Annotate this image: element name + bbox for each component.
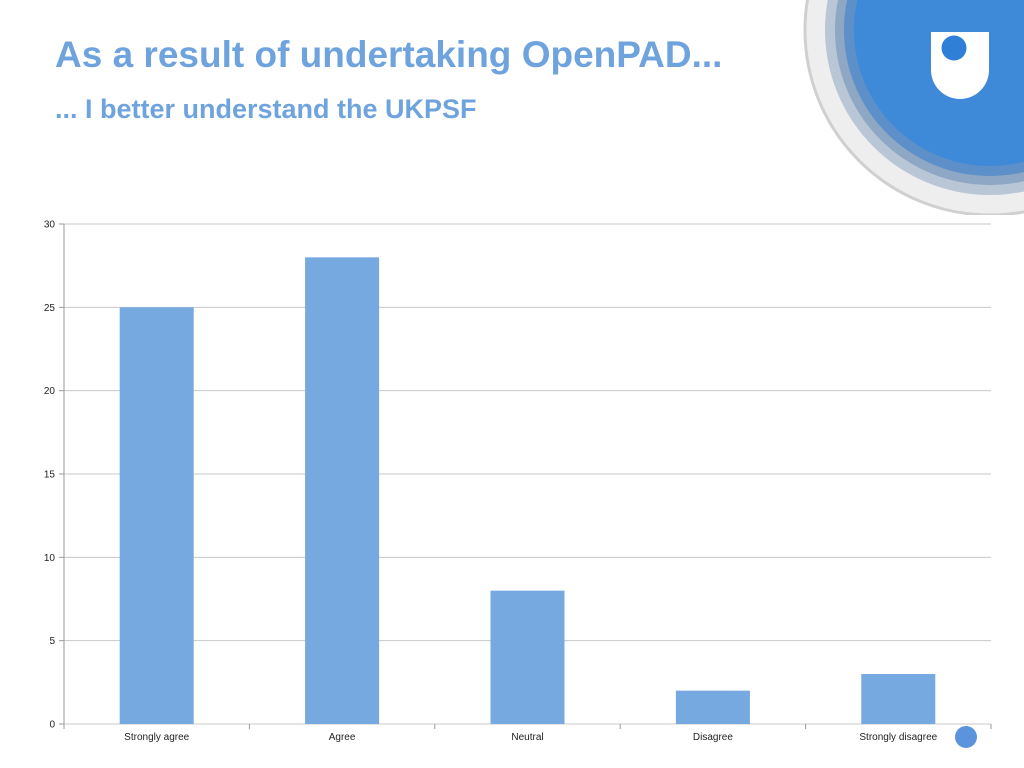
x-category-label: Agree xyxy=(329,732,356,743)
x-category-label: Neutral xyxy=(511,732,543,743)
y-tick-label: 10 xyxy=(44,553,56,564)
bar-chart: 0 5 10 15 20 25 30 Strongly agree Agree Neutral D… xyxy=(44,220,992,743)
open-university-logo-icon xyxy=(803,0,1024,215)
bar xyxy=(119,307,194,724)
x-category-label: Disagree xyxy=(693,732,733,743)
axes xyxy=(59,223,992,729)
y-tick-label: 30 xyxy=(44,220,56,231)
bar xyxy=(675,690,750,724)
y-tick-label: 25 xyxy=(44,303,56,314)
y-tick-label: 15 xyxy=(44,470,56,481)
x-category-label: Strongly agree xyxy=(124,732,189,743)
y-tick-label: 5 xyxy=(49,636,55,647)
x-category-label: Strongly disagree xyxy=(859,732,937,743)
slide-subtitle: ... I better understand the UKPSF xyxy=(55,94,477,124)
y-tick-labels: 0 5 10 15 20 25 30 xyxy=(44,220,56,731)
navigation-dot-icon[interactable] xyxy=(955,726,977,748)
x-category-labels: Strongly agree Agree Neutral Disagree Strong… xyxy=(124,732,937,743)
bar xyxy=(305,257,380,724)
bar xyxy=(861,674,936,724)
y-tick-label: 20 xyxy=(44,386,56,397)
bars xyxy=(119,257,936,724)
bar xyxy=(490,590,565,724)
y-tick-label: 0 xyxy=(49,720,55,731)
slide-title: As a result of undertaking OpenPAD... xyxy=(55,34,723,75)
